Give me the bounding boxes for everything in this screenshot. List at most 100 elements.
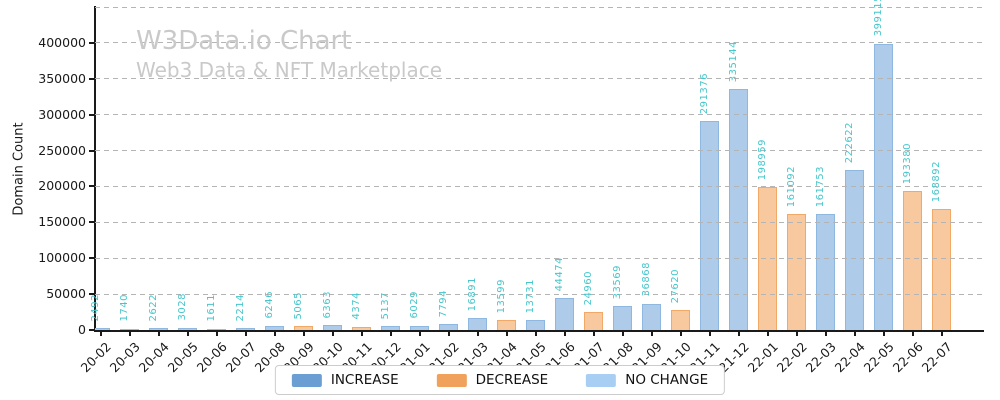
bar-increase [845,170,864,330]
x-tick-mark [331,332,334,336]
gridline [95,150,982,152]
x-tick-mark [389,332,392,336]
bar-increase [816,213,835,330]
x-tick-mark [853,332,856,336]
x-tick-mark [679,332,682,336]
x-tick-mark [447,332,450,336]
bar-increase [178,327,197,330]
bar-increase [381,326,400,330]
bar-decrease [584,312,603,330]
x-tick-mark [186,332,189,336]
x-tick-mark [128,332,131,336]
gridline [95,78,982,80]
bar-increase [642,303,661,330]
bar-increase [468,317,487,330]
gridline [95,221,982,223]
bar-increase [526,320,545,330]
y-tick-label: 150000 [38,214,86,230]
bar-decrease [932,208,951,330]
x-tick-mark [273,332,276,336]
bar-increase [236,328,255,330]
y-tick-label: 200000 [38,178,86,194]
x-tick-mark [592,332,595,336]
bar-increase [265,325,284,330]
bar-increase [729,89,748,330]
bar-increase [555,298,574,330]
legend: INCREASE DECREASE NO CHANGE [274,365,726,395]
y-tick-mark [89,257,94,260]
y-tick-mark [89,221,94,224]
bar-increase [439,324,458,330]
legend-label: NO CHANGE [625,372,709,388]
legend-swatch-increase [291,373,322,387]
gridline [95,114,982,116]
x-tick-mark [99,332,102,336]
y-tick-mark [89,149,94,152]
y-tick-mark [89,329,94,331]
x-tick-mark [302,332,305,336]
y-tick-label: 100000 [38,250,86,266]
x-tick-mark [708,332,711,336]
legend-item-no-change: NO CHANGE [586,372,708,388]
x-tick-mark [418,332,421,336]
y-tick-mark [89,77,94,80]
bar-decrease [352,326,371,330]
legend-label: DECREASE [475,372,549,388]
gridline [95,185,982,187]
y-tick-label: 0 [78,322,86,337]
chart-title: W3Data.io Chart [136,26,352,56]
x-tick-mark [882,332,885,336]
gridline [95,293,982,295]
bar-decrease [294,326,313,330]
bar-decrease [497,320,516,330]
gridline [95,257,982,259]
y-tick-label: 250000 [38,142,86,158]
x-tick-mark [157,332,160,336]
y-tick-label: 350000 [38,70,86,86]
legend-swatch-no-change [586,373,617,387]
y-tick-label: 50000 [46,286,86,302]
bar-decrease [903,191,922,330]
y-tick-mark [89,185,94,188]
x-tick-mark [824,332,827,336]
x-tick-mark [505,332,508,336]
plot-area [95,7,982,330]
y-tick-label: 400000 [38,34,86,50]
legend-item-decrease: DECREASE [436,372,549,388]
gridline [95,42,982,44]
bar-decrease [787,214,806,330]
bar-increase [323,325,342,330]
x-tick-mark [795,332,798,336]
chart-subtitle: Web3 Data & NFT Marketplace [136,58,442,82]
gridline [95,7,982,8]
legend-item-increase: INCREASE [291,372,399,388]
bar-decrease [120,328,139,330]
y-tick-label: 300000 [38,106,86,122]
bar-decrease [207,328,226,330]
bar-decrease [671,310,690,330]
y-tick-mark [89,293,94,296]
x-tick-mark [766,332,769,336]
x-tick-mark [650,332,653,336]
legend-swatch-decrease [436,373,467,387]
y-axis-line [94,6,96,332]
x-tick-mark [360,332,363,336]
bar-increase [149,328,168,330]
x-tick-mark [911,332,914,336]
x-tick-mark [940,332,943,336]
y-tick-mark [89,41,94,44]
bar-increase [410,325,429,330]
x-axis-line [94,330,984,332]
x-tick-mark [534,332,537,336]
bar-increase [700,120,719,330]
x-tick-mark [621,332,624,336]
legend-label: INCREASE [330,372,399,388]
y-tick-mark [89,113,94,116]
x-tick-mark [476,332,479,336]
x-tick-mark [563,332,566,336]
y-axis-label: Domain Count [11,122,27,216]
x-tick-mark [737,332,740,336]
bar-increase [613,305,632,330]
x-tick-mark [244,332,247,336]
